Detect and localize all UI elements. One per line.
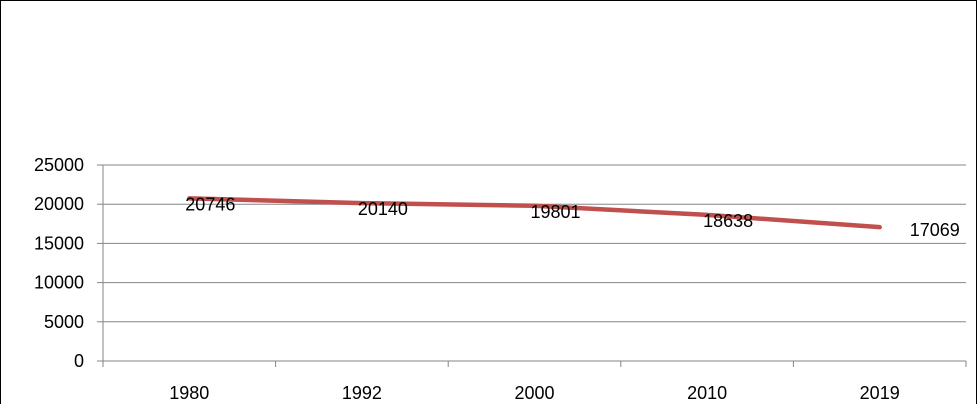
data-label: 17069	[910, 220, 960, 240]
data-label: 20746	[185, 194, 235, 214]
gridlines	[103, 164, 966, 323]
y-tick-label: 20000	[34, 194, 84, 214]
data-label: 20140	[358, 199, 408, 219]
y-axis: 0 5000 10000 15000 20000 25000	[34, 155, 104, 371]
y-tick-label: 5000	[44, 312, 84, 332]
x-axis: 1980 1992 2000 2010 2019	[102, 360, 967, 403]
y-tick-label: 25000	[34, 155, 84, 175]
x-tick-label: 2019	[860, 383, 900, 403]
x-tick-label: 2000	[514, 383, 554, 403]
data-label: 18638	[703, 211, 753, 231]
data-label: 19801	[531, 202, 581, 222]
data-labels: 20746 20140 19801 18638 17069	[185, 194, 959, 240]
series-line	[187, 196, 882, 230]
x-tick-label: 2010	[687, 383, 727, 403]
x-tick-label: 1992	[342, 383, 382, 403]
series-lines	[187, 196, 882, 230]
x-tick-label: 1980	[169, 383, 209, 403]
y-tick-label: 15000	[34, 233, 84, 253]
y-tick-label: 10000	[34, 273, 84, 293]
y-tick-label: 0	[74, 351, 84, 371]
